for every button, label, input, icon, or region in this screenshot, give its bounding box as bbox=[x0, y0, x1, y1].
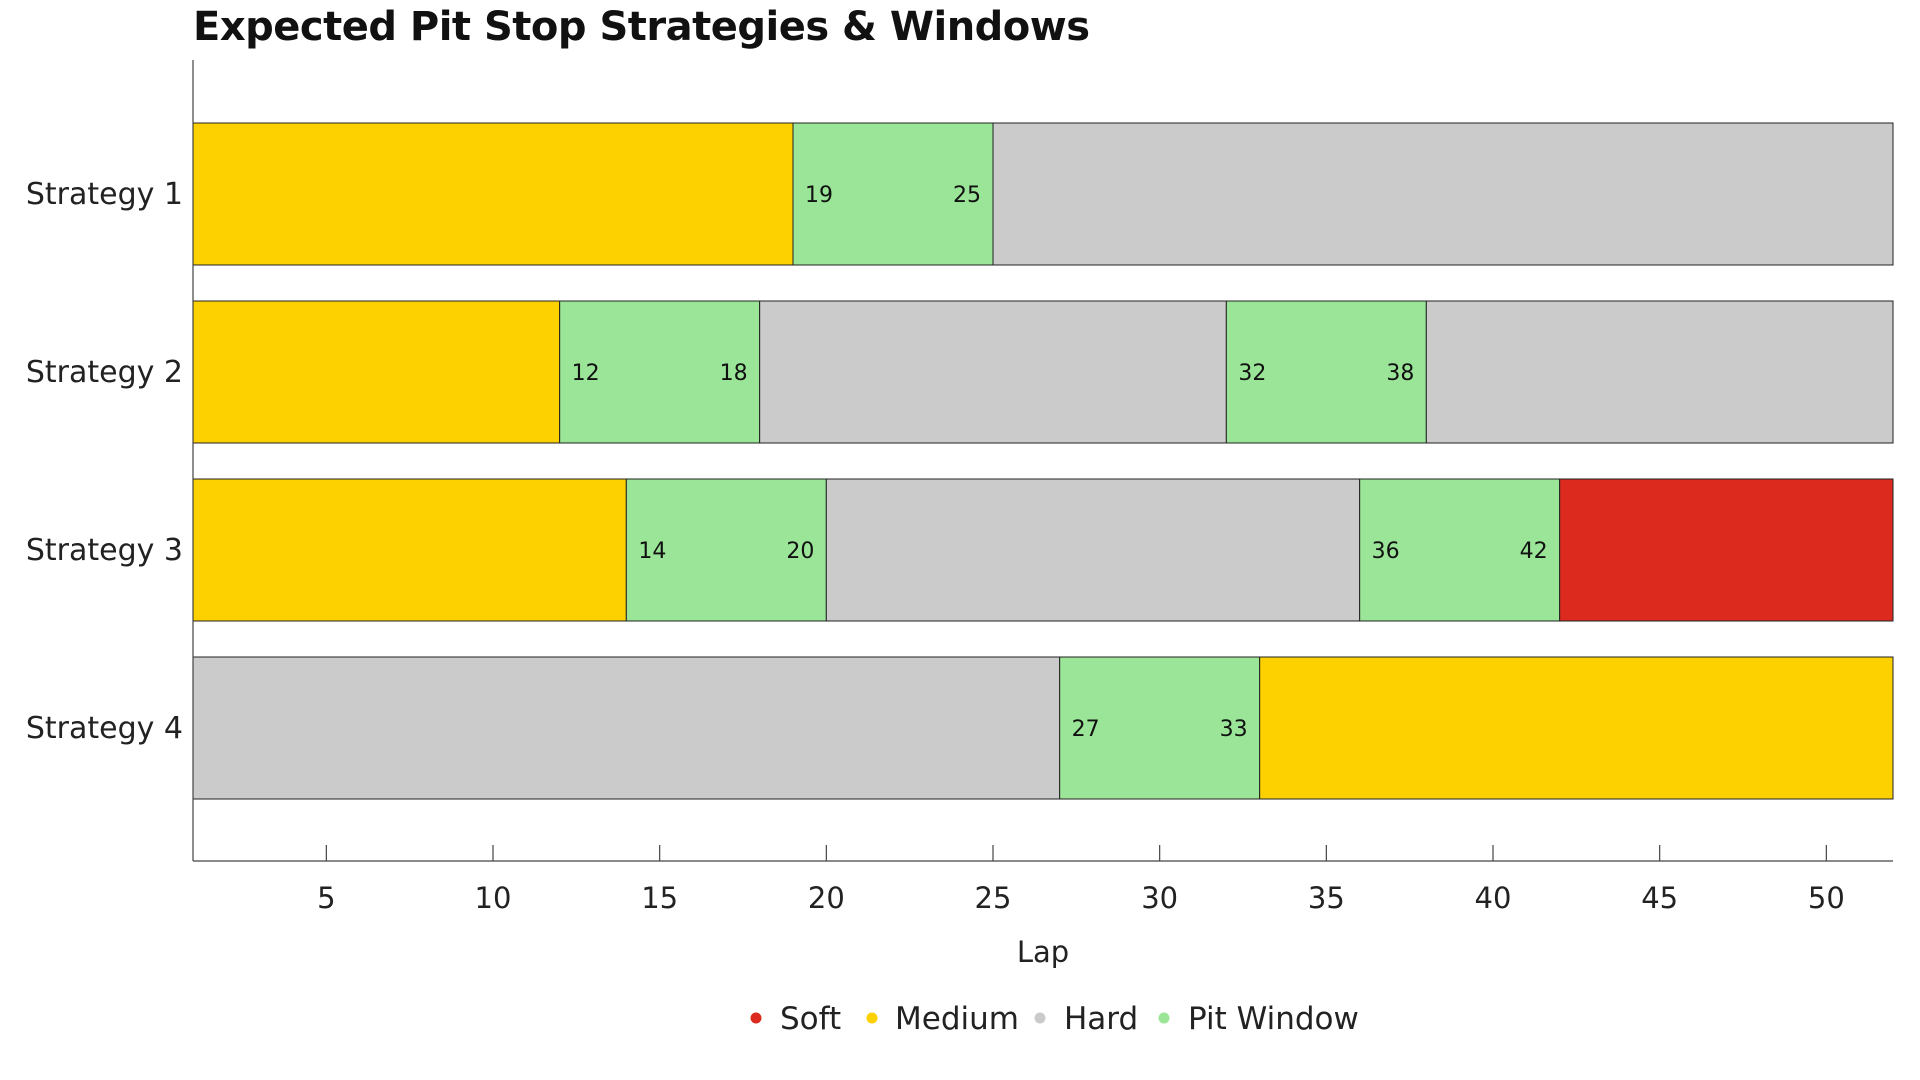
pit-window-end-label: 25 bbox=[953, 183, 981, 208]
y-tick-label: Strategy 2 bbox=[26, 355, 183, 390]
x-tick-label: 35 bbox=[1308, 881, 1345, 915]
bar-segment-2-2 bbox=[559, 300, 761, 444]
bar-segment-4-2 bbox=[1059, 656, 1261, 800]
pit-window-end-label: 33 bbox=[1220, 717, 1248, 742]
legend-marker-medium bbox=[866, 1012, 878, 1024]
x-tick-label: 20 bbox=[808, 881, 845, 915]
bar-segment-3-1 bbox=[192, 478, 627, 622]
x-axis-label: Lap bbox=[1017, 935, 1069, 969]
legend-label-medium: Medium bbox=[895, 1001, 1019, 1037]
x-tick-label: 15 bbox=[641, 881, 678, 915]
legend-label-pit-window: Pit Window bbox=[1188, 1001, 1359, 1037]
legend: Soft Medium Hard Pit Window bbox=[750, 1001, 1359, 1037]
pit-window-end-label: 38 bbox=[1386, 361, 1414, 386]
bars-layer: 19 25 12 18 32 38 14 20 36 42 27 33 bbox=[192, 122, 1894, 800]
x-tick-label: 50 bbox=[1808, 881, 1845, 915]
bar-segment-4-1 bbox=[192, 656, 1061, 800]
axes-layer: Strategy 1 Strategy 2 Strategy 3 Strategy 4… bbox=[26, 60, 1893, 969]
pit-window-start-label: 27 bbox=[1072, 717, 1100, 742]
x-tick-label: 25 bbox=[975, 881, 1012, 915]
bar-segment-2-3 bbox=[759, 300, 1227, 444]
bar-segment-1-3 bbox=[992, 122, 1894, 266]
bar-segment-2-1 bbox=[192, 300, 561, 444]
bar-segment-1-2 bbox=[792, 122, 994, 266]
legend-label-soft: Soft bbox=[780, 1001, 841, 1037]
legend-marker-pit-window bbox=[1158, 1012, 1170, 1024]
x-tick-label: 10 bbox=[475, 881, 512, 915]
pit-window-start-label: 36 bbox=[1372, 539, 1400, 564]
bar-segment-3-5 bbox=[1559, 478, 1894, 622]
y-tick-label: Strategy 1 bbox=[26, 177, 183, 212]
pit-window-start-label: 14 bbox=[638, 539, 666, 564]
pit-window-start-label: 19 bbox=[805, 183, 833, 208]
chart-title: Expected Pit Stop Strategies & Windows bbox=[193, 4, 1090, 50]
bar-segment-3-3 bbox=[825, 478, 1361, 622]
pit-window-end-label: 20 bbox=[786, 539, 814, 564]
legend-marker-hard bbox=[1034, 1012, 1046, 1024]
x-tick-label: 30 bbox=[1141, 881, 1178, 915]
pit-window-end-label: 18 bbox=[720, 361, 748, 386]
bar-segment-4-3 bbox=[1259, 656, 1894, 800]
pit-window-start-label: 32 bbox=[1238, 361, 1266, 386]
x-tick-label: 40 bbox=[1475, 881, 1512, 915]
pit-window-start-label: 12 bbox=[572, 361, 600, 386]
x-tick-label: 5 bbox=[317, 881, 335, 915]
bar-segment-3-4 bbox=[1359, 478, 1561, 622]
bar-segment-2-4 bbox=[1225, 300, 1427, 444]
y-tick-label: Strategy 3 bbox=[26, 533, 183, 568]
bar-segment-2-5 bbox=[1425, 300, 1894, 444]
x-tick-label: 45 bbox=[1641, 881, 1678, 915]
pit-window-end-label: 42 bbox=[1520, 539, 1548, 564]
legend-label-hard: Hard bbox=[1064, 1001, 1138, 1037]
bar-segment-3-2 bbox=[625, 478, 827, 622]
y-tick-label: Strategy 4 bbox=[26, 711, 183, 746]
legend-marker-soft bbox=[750, 1012, 762, 1024]
bar-segment-1-1 bbox=[192, 122, 794, 266]
